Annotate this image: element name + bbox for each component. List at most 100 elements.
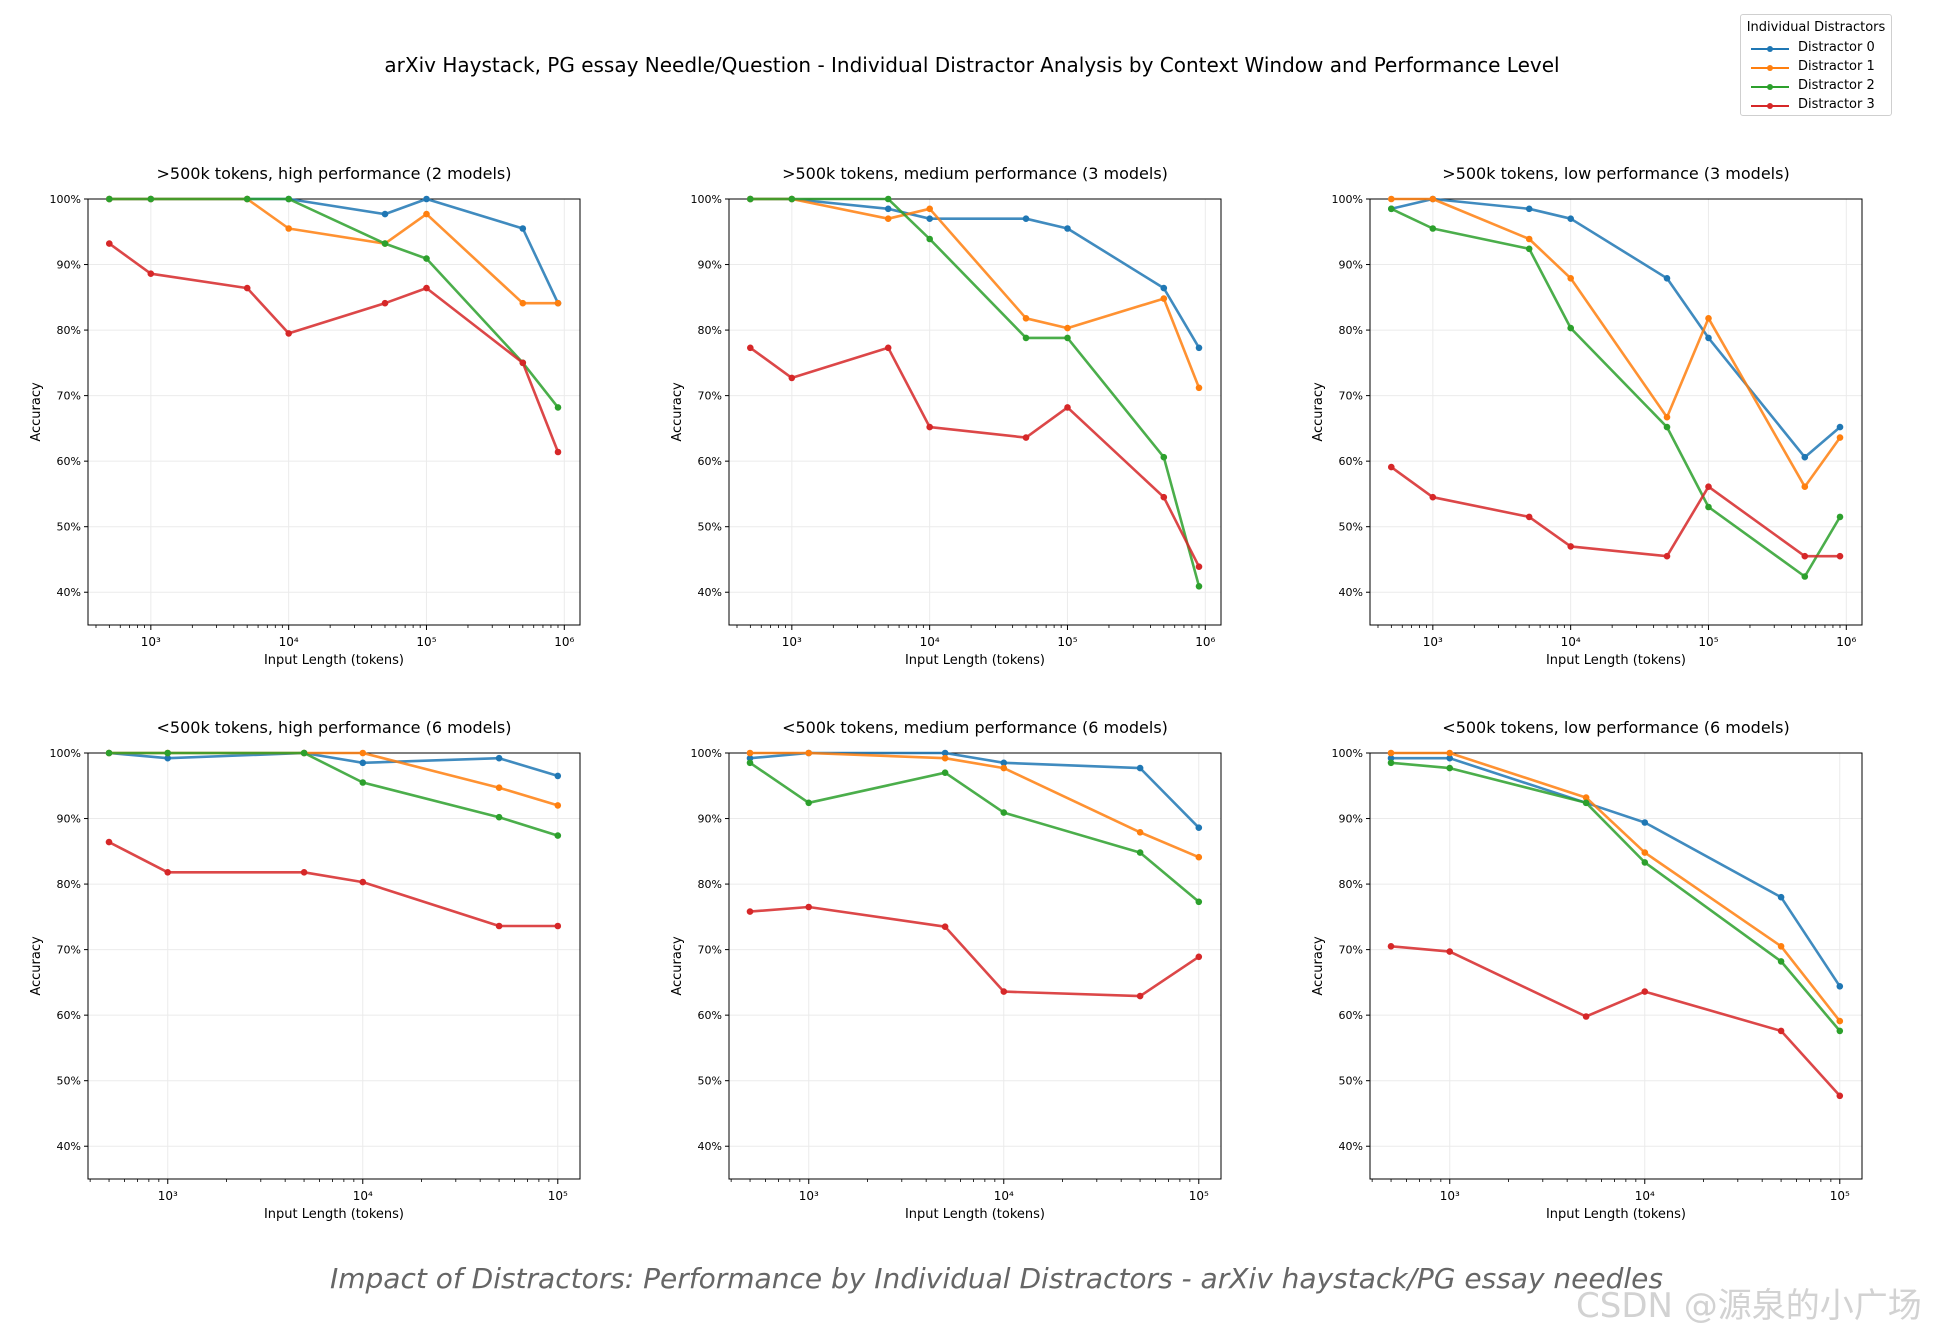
legend-item-distractor-0: Distractor 0 (1751, 39, 1889, 57)
y-tick-label: 50% (57, 1075, 81, 1088)
data-point-distractor-2 (495, 813, 503, 821)
data-point-distractor-2 (1705, 503, 1712, 511)
series-line-distractor-1 (109, 751, 559, 807)
data-point-distractor-1 (554, 802, 562, 809)
data-point-distractor-1 (1160, 295, 1168, 302)
data-point-distractor-2 (805, 799, 812, 807)
y-tick-label: 90% (698, 813, 722, 826)
x-tick-label: 10⁵ (1698, 635, 1718, 649)
data-point-distractor-1 (1582, 794, 1590, 801)
data-point-distractor-2 (1000, 809, 1008, 816)
data-point-distractor-0 (746, 754, 754, 762)
y-tick-label: 40% (57, 1140, 81, 1153)
data-point-distractor-1 (1836, 1017, 1844, 1025)
x-tick-label: 10⁴ (1561, 635, 1581, 649)
data-point-distractor-3 (1641, 988, 1649, 995)
y-tick-label: 70% (698, 390, 722, 403)
data-point-distractor-3 (1388, 463, 1395, 471)
y-tick-label: 40% (698, 1140, 722, 1153)
data-point-distractor-2 (1836, 1027, 1844, 1035)
data-point-distractor-1 (1000, 764, 1008, 772)
series-line-distractor-2 (109, 197, 560, 409)
data-point-distractor-3 (495, 922, 503, 930)
series-line-distractor-0 (108, 751, 559, 778)
data-point-distractor-2 (1801, 573, 1809, 580)
legend-label: Distractor 2 (1798, 78, 1875, 93)
y-axis-label: Accuracy (1311, 936, 1326, 996)
x-axis-label: Input Length (tokens) (905, 653, 1045, 668)
data-point-distractor-1 (1387, 749, 1395, 757)
legend-marker (1767, 103, 1773, 109)
data-point-distractor-3 (747, 344, 754, 352)
chart-panel-1: >500k tokens, high performance (2 models… (29, 164, 581, 668)
data-point-distractor-2 (381, 240, 389, 247)
figure-title: arXiv Haystack, PG essay Needle/Question… (384, 53, 1560, 77)
x-tick-label: 10³ (1423, 635, 1443, 649)
data-point-distractor-2 (1567, 324, 1574, 332)
series-line-distractor-2 (109, 751, 559, 837)
data-point-distractor-0 (495, 754, 503, 762)
data-point-distractor-3 (423, 284, 430, 292)
data-point-distractor-0 (1387, 754, 1395, 762)
data-point-distractor-3 (788, 374, 796, 382)
data-point-distractor-3 (106, 240, 113, 247)
y-tick-label: 60% (1339, 1009, 1363, 1022)
data-point-distractor-0 (381, 210, 389, 218)
data-point-distractor-2 (1387, 759, 1395, 767)
y-tick-label: 90% (1339, 813, 1363, 826)
data-point-distractor-0 (519, 225, 527, 232)
data-point-distractor-2 (300, 749, 308, 757)
y-tick-label: 60% (698, 455, 722, 468)
data-point-distractor-3 (1525, 513, 1533, 521)
y-tick-label: 90% (57, 813, 81, 826)
series-line-distractor-3 (1390, 466, 1840, 558)
y-tick-label: 40% (57, 586, 81, 599)
data-point-distractor-3 (1446, 948, 1453, 955)
data-point-distractor-1 (1388, 195, 1395, 203)
legend-item-distractor-1: Distractor 1 (1751, 58, 1889, 76)
data-point-distractor-3 (1160, 493, 1168, 501)
data-point-distractor-2 (941, 769, 949, 776)
series-line-distractor-0 (1391, 197, 1841, 459)
data-point-distractor-3 (1429, 493, 1437, 501)
data-point-distractor-2 (747, 195, 754, 203)
data-point-distractor-3 (519, 359, 527, 367)
y-tick-label: 90% (57, 259, 81, 272)
data-point-distractor-2 (106, 195, 113, 203)
data-point-distractor-3 (1836, 552, 1844, 560)
y-tick-label: 50% (698, 1075, 722, 1088)
legend-marker (1767, 65, 1773, 71)
data-point-distractor-3 (1195, 953, 1203, 961)
x-tick-label: 10⁵ (1189, 1189, 1209, 1203)
series-line-distractor-2 (1390, 207, 1842, 578)
x-tick-label: 10⁴ (994, 1189, 1014, 1203)
data-point-distractor-1 (1705, 315, 1712, 322)
y-tick-label: 80% (698, 324, 722, 337)
x-tick-label: 10³ (799, 1189, 819, 1203)
y-axis-label: Accuracy (670, 382, 685, 442)
data-point-distractor-0 (554, 772, 562, 780)
data-point-distractor-2 (1195, 583, 1203, 590)
chart-panel-5: <500k tokens, medium performance (6 mode… (670, 718, 1222, 1222)
x-tick-label: 10³ (158, 1189, 178, 1203)
series-line-distractor-3 (749, 346, 1201, 568)
data-point-distractor-2 (1388, 205, 1395, 213)
data-point-distractor-2 (1195, 898, 1203, 906)
data-point-distractor-2 (1836, 513, 1844, 521)
data-point-distractor-3 (554, 448, 562, 456)
data-point-distractor-0 (1000, 759, 1008, 767)
x-axis-label: Input Length (tokens) (905, 1207, 1045, 1222)
data-point-distractor-3 (1136, 992, 1144, 1000)
data-point-distractor-1 (1136, 829, 1144, 836)
x-tick-label: 10⁶ (1836, 635, 1856, 649)
data-point-distractor-0 (1195, 344, 1203, 352)
series-line-distractor-2 (750, 197, 1201, 587)
y-tick-label: 70% (698, 944, 722, 957)
x-axis-label: Input Length (tokens) (1546, 1207, 1686, 1222)
y-tick-label: 100% (50, 747, 81, 760)
y-tick-label: 40% (698, 586, 722, 599)
y-tick-label: 100% (691, 747, 722, 760)
data-point-distractor-2 (1064, 334, 1071, 342)
plot-frame (1369, 752, 1863, 1180)
data-point-distractor-3 (554, 922, 562, 930)
